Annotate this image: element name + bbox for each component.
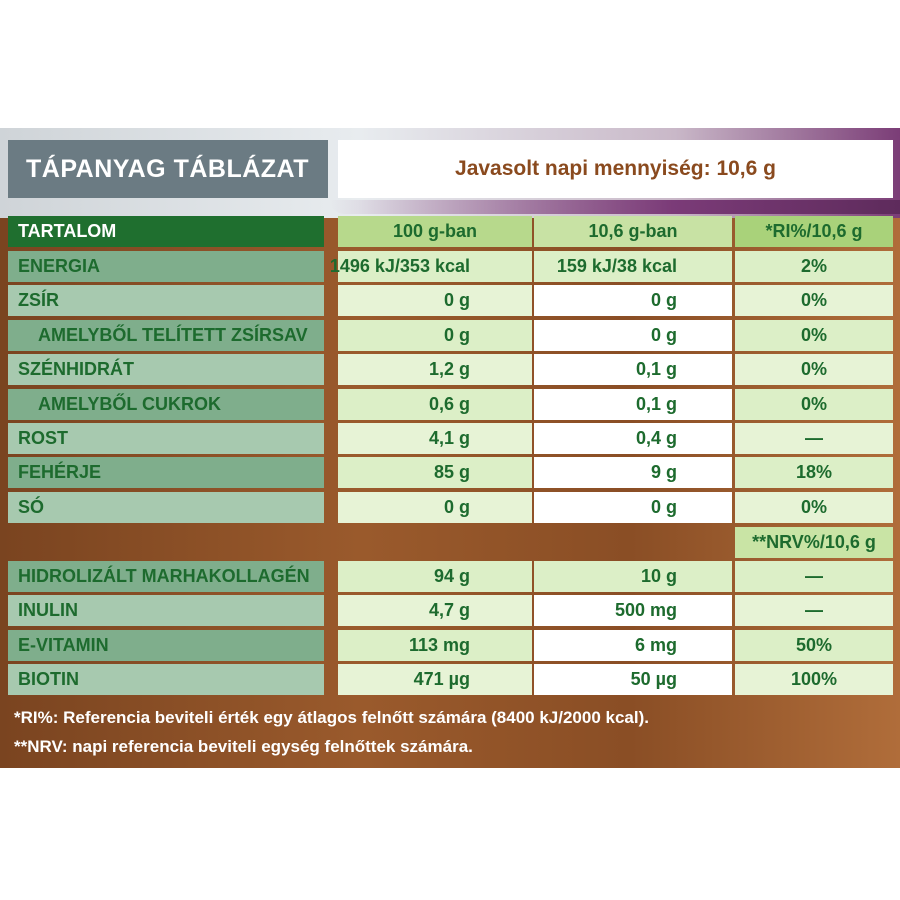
value-percent: —: [735, 561, 893, 592]
value-per-100g: 0 g: [338, 285, 532, 317]
value-percent: 0%: [735, 388, 893, 420]
value-per-100g: 0 g: [338, 319, 532, 351]
nutrient-label: INULIN: [8, 595, 324, 627]
value-per-100g: 0,6 g: [338, 388, 532, 420]
value-per-serving: 9 g: [534, 457, 732, 489]
nutrient-label: FEHÉRJE: [8, 457, 324, 489]
value-per-serving: 6 mg: [534, 629, 732, 661]
nutrient-label: SZÉNHIDRÁT: [8, 354, 324, 386]
nutrient-label: BIOTIN: [8, 664, 324, 696]
header-label: TARTALOM: [8, 216, 324, 247]
value-per-serving: 0,1 g: [534, 388, 732, 420]
value-per-100g: 1,2 g: [338, 354, 532, 386]
nutrient-label: HIDROLIZÁLT MARHAKOLLAGÉN: [8, 561, 324, 592]
nutrient-label: E-VITAMIN: [8, 629, 324, 661]
header-per-100g: 100 g-ban: [338, 216, 532, 247]
value-per-100g: 4,7 g: [338, 595, 532, 627]
nutrient-label: ENERGIA: [8, 251, 324, 282]
value-percent: 0%: [735, 285, 893, 317]
nutrient-label: ZSÍR: [8, 285, 324, 317]
table-title: TÁPANYAG TÁBLÁZAT: [8, 140, 328, 198]
nutrient-label: SÓ: [8, 491, 324, 523]
footnote-nrv: **NRV: napi referencia beviteli egység f…: [14, 737, 473, 756]
value-percent: 18%: [735, 457, 893, 489]
value-per-100g: 4,1 g: [338, 423, 532, 454]
value-per-serving: 50 µg: [534, 664, 732, 696]
header-ri: *RI%/10,6 g: [735, 216, 893, 247]
value-per-100g: 94 g: [338, 561, 532, 592]
value-percent: 0%: [735, 354, 893, 386]
nutrient-label: AMELYBŐL TELÍTETT ZSÍRSAV: [8, 319, 324, 351]
header-per-serving: 10,6 g-ban: [534, 216, 732, 247]
value-per-100g: 471 µg: [338, 664, 532, 696]
value-per-serving: 0 g: [534, 319, 732, 351]
footnote-ri: *RI%: Referencia beviteli érték egy átla…: [14, 708, 649, 727]
value-per-serving: 159 kJ/38 kcal: [534, 251, 732, 282]
nutrient-label: AMELYBŐL CUKROK: [8, 388, 324, 420]
value-percent: 0%: [735, 319, 893, 351]
header-nrv: **NRV%/10,6 g: [735, 527, 893, 558]
value-percent: 100%: [735, 664, 893, 696]
value-per-100g: 113 mg: [338, 629, 532, 661]
value-per-serving: 0 g: [534, 491, 732, 523]
value-per-serving: 500 mg: [534, 595, 732, 627]
nutrient-label: ROST: [8, 423, 324, 454]
value-per-serving: 10 g: [534, 561, 732, 592]
value-percent: —: [735, 595, 893, 627]
value-per-serving: 0 g: [534, 285, 732, 317]
value-percent: 0%: [735, 491, 893, 523]
serving-size: Javasolt napi mennyiség: 10,6 g: [338, 140, 893, 198]
value-per-100g: 0 g: [338, 491, 532, 523]
value-per-serving: 0,1 g: [534, 354, 732, 386]
value-per-100g: 1496 kJ/353 kcal: [330, 251, 532, 282]
value-per-100g: 85 g: [338, 457, 532, 489]
value-per-serving: 0,4 g: [534, 423, 732, 454]
value-percent: —: [735, 423, 893, 454]
decorative-band: [330, 200, 900, 214]
value-percent: 50%: [735, 629, 893, 661]
value-percent: 2%: [735, 251, 893, 282]
